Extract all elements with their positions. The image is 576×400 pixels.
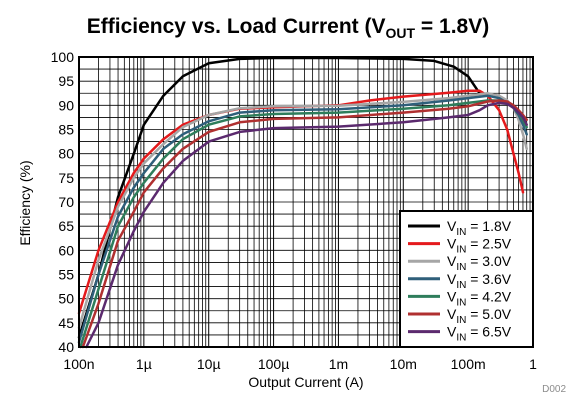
legend-label-3: VIN = 3.6V — [447, 271, 512, 291]
legend-label-suffix: = 6.5V — [466, 324, 511, 340]
y-tick-label: 80 — [58, 146, 74, 162]
y-tick-label: 90 — [58, 97, 74, 113]
y-tick-label: 45 — [58, 315, 74, 331]
legend-label-subscript: IN — [456, 297, 466, 308]
y-tick-labels: 40 45 50 55 60 65 70 75 80 85 90 95 100 — [51, 49, 75, 355]
legend-label-suffix: = 5.0V — [466, 306, 511, 322]
legend-label-suffix: = 2.5V — [466, 236, 511, 252]
series-line-6 — [85, 101, 528, 349]
chart-title-subscript: OUT — [386, 25, 416, 41]
legend-label-4: VIN = 4.2V — [447, 288, 512, 308]
x-tick-label: 10µ — [197, 356, 221, 372]
y-tick-label: 40 — [58, 339, 74, 355]
legend-label-prefix: V — [447, 324, 457, 340]
legend-label-suffix: = 3.6V — [466, 271, 511, 287]
legend-label-1: VIN = 2.5V — [447, 236, 512, 256]
legend-label-subscript: IN — [456, 227, 466, 238]
series-line-5 — [81, 99, 528, 349]
legend-label-suffix: = 4.2V — [466, 288, 511, 304]
x-tick-label: 1 — [529, 356, 537, 372]
y-tick-label: 65 — [58, 218, 74, 234]
series-lines — [77, 56, 528, 349]
y-tick-label: 85 — [58, 122, 74, 138]
legend-label-subscript: IN — [456, 333, 466, 344]
legend-label-prefix: V — [447, 288, 457, 304]
y-tick-label: 95 — [58, 73, 74, 89]
y-tick-label: 70 — [58, 194, 74, 210]
legend-label-2: VIN = 3.0V — [447, 253, 512, 273]
footnote: D002 — [542, 384, 566, 395]
chart-title: Efficiency vs. Load Current (VOUT = 1.8V… — [87, 15, 489, 41]
series-line-0 — [77, 56, 481, 339]
y-axis-label: Efficiency (%) — [17, 160, 33, 245]
legend-label-subscript: IN — [456, 262, 466, 273]
x-axis-label: Output Current (A) — [248, 374, 363, 390]
chart-title-suffix: = 1.8V) — [415, 15, 489, 38]
legend-label-prefix: V — [447, 306, 457, 322]
legend-label-subscript: IN — [456, 245, 466, 256]
legend-label-subscript: IN — [456, 280, 466, 291]
x-tick-label: 100µ — [258, 356, 289, 372]
series-line-1 — [77, 89, 525, 315]
y-tick-label: 75 — [58, 170, 74, 186]
x-tick-label: 100m — [451, 356, 486, 372]
legend-label-prefix: V — [447, 253, 457, 269]
legend-label-0: VIN = 1.8V — [447, 218, 512, 238]
legend-label-suffix: = 1.8V — [466, 218, 511, 234]
y-tick-label: 60 — [58, 242, 74, 258]
legend-label-prefix: V — [447, 271, 457, 287]
y-tick-label: 55 — [58, 267, 74, 283]
legend-label-5: VIN = 5.0V — [447, 306, 512, 326]
legend-label-prefix: V — [447, 236, 457, 252]
x-tick-label: 10m — [390, 356, 417, 372]
chart-title-prefix: Efficiency vs. Load Current (V — [87, 15, 386, 38]
legend-label-6: VIN = 6.5V — [447, 324, 512, 344]
legend-label-suffix: = 3.0V — [466, 253, 511, 269]
x-tick-label: 1µ — [136, 356, 152, 372]
x-tick-label: 100n — [63, 356, 94, 372]
legend-label-prefix: V — [447, 218, 457, 234]
y-tick-label: 50 — [58, 291, 74, 307]
x-tick-label: 1m — [329, 356, 348, 372]
plot-frame — [78, 56, 534, 348]
y-tick-label: 100 — [51, 49, 75, 65]
x-tick-labels: 100n 1µ 10µ 100µ 1m 10m 100m 1 — [63, 356, 537, 372]
legend-label-subscript: IN — [456, 315, 466, 326]
